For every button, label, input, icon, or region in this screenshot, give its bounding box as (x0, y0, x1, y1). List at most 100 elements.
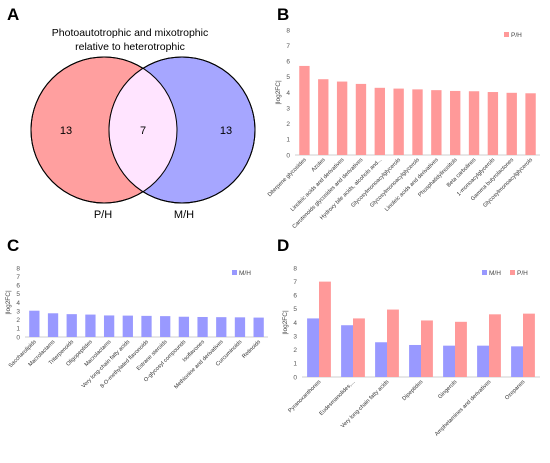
y-tick-label: 5 (286, 74, 290, 81)
bar-p-h-12 (506, 92, 517, 155)
y-tick-label: 4 (16, 300, 20, 307)
bar-m-h-7 (141, 315, 152, 337)
y-tick-label: 1 (293, 361, 297, 368)
bar-m-h-6 (477, 345, 489, 377)
bar-p-h-6 (393, 88, 404, 155)
bar-p-h-4 (421, 320, 433, 377)
y-tick-label: 3 (16, 308, 20, 315)
y-tick-label: 2 (286, 121, 290, 128)
y-tick-label: 3 (286, 105, 290, 112)
panel-letter-c: C (7, 236, 19, 255)
bar-m-h-10 (197, 316, 208, 337)
bar-m-h-1 (307, 318, 319, 377)
bar-m-h-2 (47, 313, 59, 337)
y-tick-label: 6 (293, 293, 297, 300)
legend-swatch-m-h (482, 270, 487, 275)
category-label: Carotenoids glycosides and derivatives (292, 157, 365, 230)
bar-p-h-6 (489, 314, 501, 377)
category-label: Dipeptides (401, 379, 424, 402)
y-tick-label: 7 (293, 279, 297, 286)
y-axis-label: |log2FC| (5, 290, 12, 315)
bar-p-h-7 (523, 313, 535, 377)
category-label: Eudesmanolides,... (319, 379, 357, 417)
venn-title-line2: relative to heterotrophic (75, 41, 185, 53)
bar-p-h-3 (336, 81, 348, 155)
y-tick-label: 6 (16, 283, 20, 290)
y-tick-label: 7 (16, 274, 20, 281)
y-tick-label: 5 (16, 291, 20, 298)
y-tick-label: 7 (286, 43, 290, 50)
bar-m-h-13 (253, 317, 264, 337)
bar-p-h-5 (374, 87, 385, 155)
bar-p-h-13 (525, 93, 536, 155)
bar-m-h-3 (375, 342, 387, 377)
venn-title-line1: Photoautotrophic and mixotrophic (52, 27, 208, 39)
bar-p-h-2 (353, 318, 365, 377)
bar-m-h-7 (511, 346, 523, 377)
bar-m-h-5 (443, 345, 455, 377)
venn-right-count: 13 (220, 125, 232, 137)
bar-m-h-4 (409, 344, 421, 377)
bar-p-h-10 (468, 91, 480, 155)
bar-m-h-6 (122, 315, 133, 337)
y-tick-label: 2 (293, 347, 297, 354)
bar-m-h-8 (160, 316, 171, 337)
bar-p-h-9 (450, 90, 461, 155)
legend-swatch-p-h (504, 32, 509, 37)
y-tick-label: 5 (293, 306, 297, 313)
bar-p-h-2 (318, 79, 329, 155)
legend-swatch-p-h (510, 270, 515, 275)
y-tick-label: 1 (16, 326, 20, 333)
legend-label-m-h: M/H (489, 270, 501, 277)
y-axis-label: |log2FC| (275, 80, 282, 105)
y-tick-label: 8 (16, 265, 20, 272)
category-label: Diterpene glycosides (267, 157, 308, 198)
panel-letter-b: B (277, 5, 289, 24)
y-tick-label: 0 (16, 334, 20, 341)
category-label: Pyranoxanthones (287, 379, 322, 414)
bar-p-h-1 (299, 65, 310, 155)
bar-m-h-4 (85, 314, 96, 337)
bar-chart-b: 0 1 2 3 4 5 6 7 8 |log2FC| Diterpene glycosides Azo… (267, 27, 540, 230)
y-tick-label: 0 (293, 374, 297, 381)
bar-m-h-12 (234, 317, 246, 337)
category-label: Oxepanes (504, 379, 526, 401)
y-tick-label: 2 (16, 317, 20, 324)
y-tick-label: 8 (286, 27, 290, 34)
y-axis-label: |log2FC| (282, 310, 289, 335)
venn-overlap-count: 7 (140, 125, 146, 137)
bar-p-h-8 (431, 90, 442, 155)
venn-right-label: M/H (174, 209, 194, 221)
bar-p-h-7 (412, 89, 423, 155)
bar-p-h-11 (487, 92, 499, 155)
y-tick-label: 6 (286, 59, 290, 66)
category-label: Amphetamines and derivatives (434, 379, 492, 437)
bar-p-h-1 (319, 281, 331, 377)
legend-swatch-m-h (232, 270, 237, 275)
bar-m-h-3 (66, 314, 77, 337)
venn-diagram: Photoautotrophic and mixotrophic relativ… (30, 27, 256, 221)
legend-label-p-h: P/H (511, 32, 522, 39)
venn-overlap-region (109, 57, 177, 203)
bar-p-h-3 (387, 309, 399, 377)
category-label: Azoles (311, 157, 327, 173)
bar-m-h-1 (29, 310, 40, 337)
y-tick-label: 1 (286, 137, 290, 144)
bar-chart-c: 012345678|log2FC|SaccharolipidsMacrolact… (5, 265, 268, 390)
bar-p-h-4 (355, 83, 367, 155)
bar-p-h-5 (455, 321, 467, 377)
panel-letter-d: D (277, 236, 289, 255)
bar-m-h-11 (216, 317, 227, 337)
bar-m-h-2 (341, 325, 353, 377)
venn-left-count: 13 (60, 125, 72, 137)
y-tick-label: 0 (286, 152, 290, 159)
venn-left-label: P/H (94, 209, 112, 221)
y-tick-label: 3 (293, 333, 297, 340)
bar-chart-d: 0 1 2 3 4 5 6 7 8 |log2FC| PyranoxanthonesEudesman… (282, 265, 540, 438)
category-label: Retinoids (241, 339, 262, 360)
legend-label-m-h: M/H (239, 270, 251, 277)
bar-m-h-9 (178, 316, 190, 337)
y-tick-label: 4 (293, 320, 297, 327)
legend-label-p-h: P/H (517, 270, 528, 277)
